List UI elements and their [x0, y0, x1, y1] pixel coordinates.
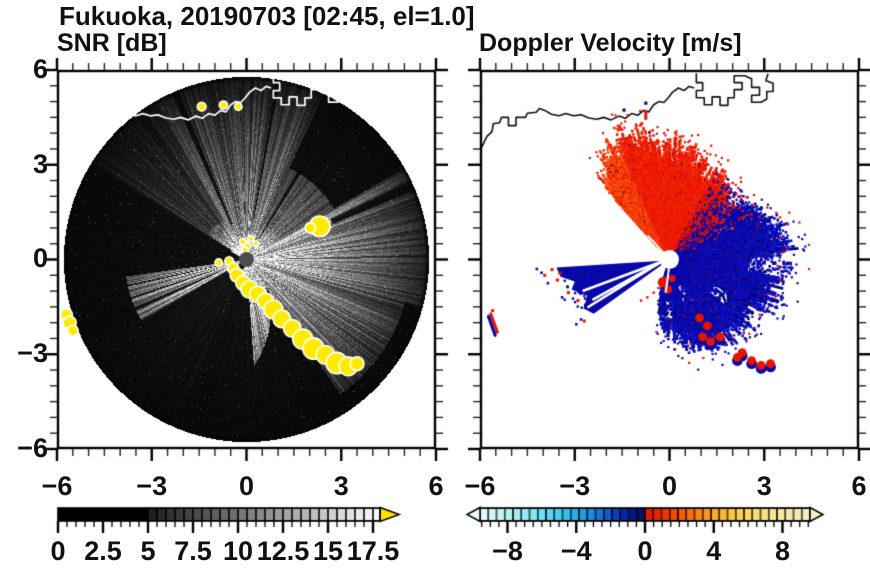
velocity-x-tick-label-4: 6: [851, 471, 867, 501]
snr-x-tick-label-3: 3: [333, 471, 349, 501]
snr-y-tick-label-1: 3: [32, 148, 48, 179]
velocity-x-tick-label-3: 3: [756, 471, 772, 501]
velocity-panel: [480, 70, 859, 449]
snr-colorbar-label-1: 2.5: [84, 536, 122, 566]
snr-panel-title: SNR [dB]: [57, 29, 167, 57]
velocity-colorbar-label-4: 8: [774, 536, 791, 566]
snr-colorbar-label-4: 10: [222, 536, 254, 566]
snr-colorbar-label-0: 0: [50, 536, 66, 566]
velocity-colorbar-label-3: 4: [706, 536, 722, 566]
snr-colorbar-label-5: 12.5: [256, 536, 310, 566]
snr-y-tick-label-0: 6: [32, 54, 48, 84]
snr-colorbar-label-2: 5: [140, 536, 156, 566]
snr-x-tick-label-2: 0: [238, 471, 254, 501]
snr-y-tick-label-3: −3: [17, 338, 48, 369]
velocity-colorbar-label-0: −8: [492, 536, 523, 566]
velocity-colorbar-label-1: −4: [560, 536, 592, 566]
velocity-x-tick-label-2: 0: [661, 471, 677, 501]
figure-title: Fukuoka, 20190703 [02:45, el=1.0]: [59, 1, 475, 31]
snr-x-tick-label-1: −3: [136, 471, 168, 501]
snr-y-tick-label-2: 0: [32, 243, 48, 274]
snr-colorbar-label-7: 17.5: [346, 536, 400, 566]
snr-panel: [57, 70, 436, 449]
velocity-x-tick-label-1: −3: [559, 471, 591, 501]
snr-colorbar-label-6: 15: [312, 536, 344, 566]
snr-y-tick-label-4: −6: [17, 432, 48, 463]
velocity-x-tick-label-0: −6: [464, 471, 496, 501]
velocity-colorbar-label-2: 0: [637, 536, 653, 566]
snr-x-tick-label-0: −6: [41, 471, 73, 501]
snr-x-tick-label-4: 6: [428, 471, 444, 501]
snr-colorbar: [58, 508, 398, 522]
snr-colorbar-label-3: 7.5: [174, 536, 212, 566]
velocity-colorbar: [467, 508, 823, 522]
velocity-panel-title: Doppler Velocity [m/s]: [479, 29, 742, 57]
